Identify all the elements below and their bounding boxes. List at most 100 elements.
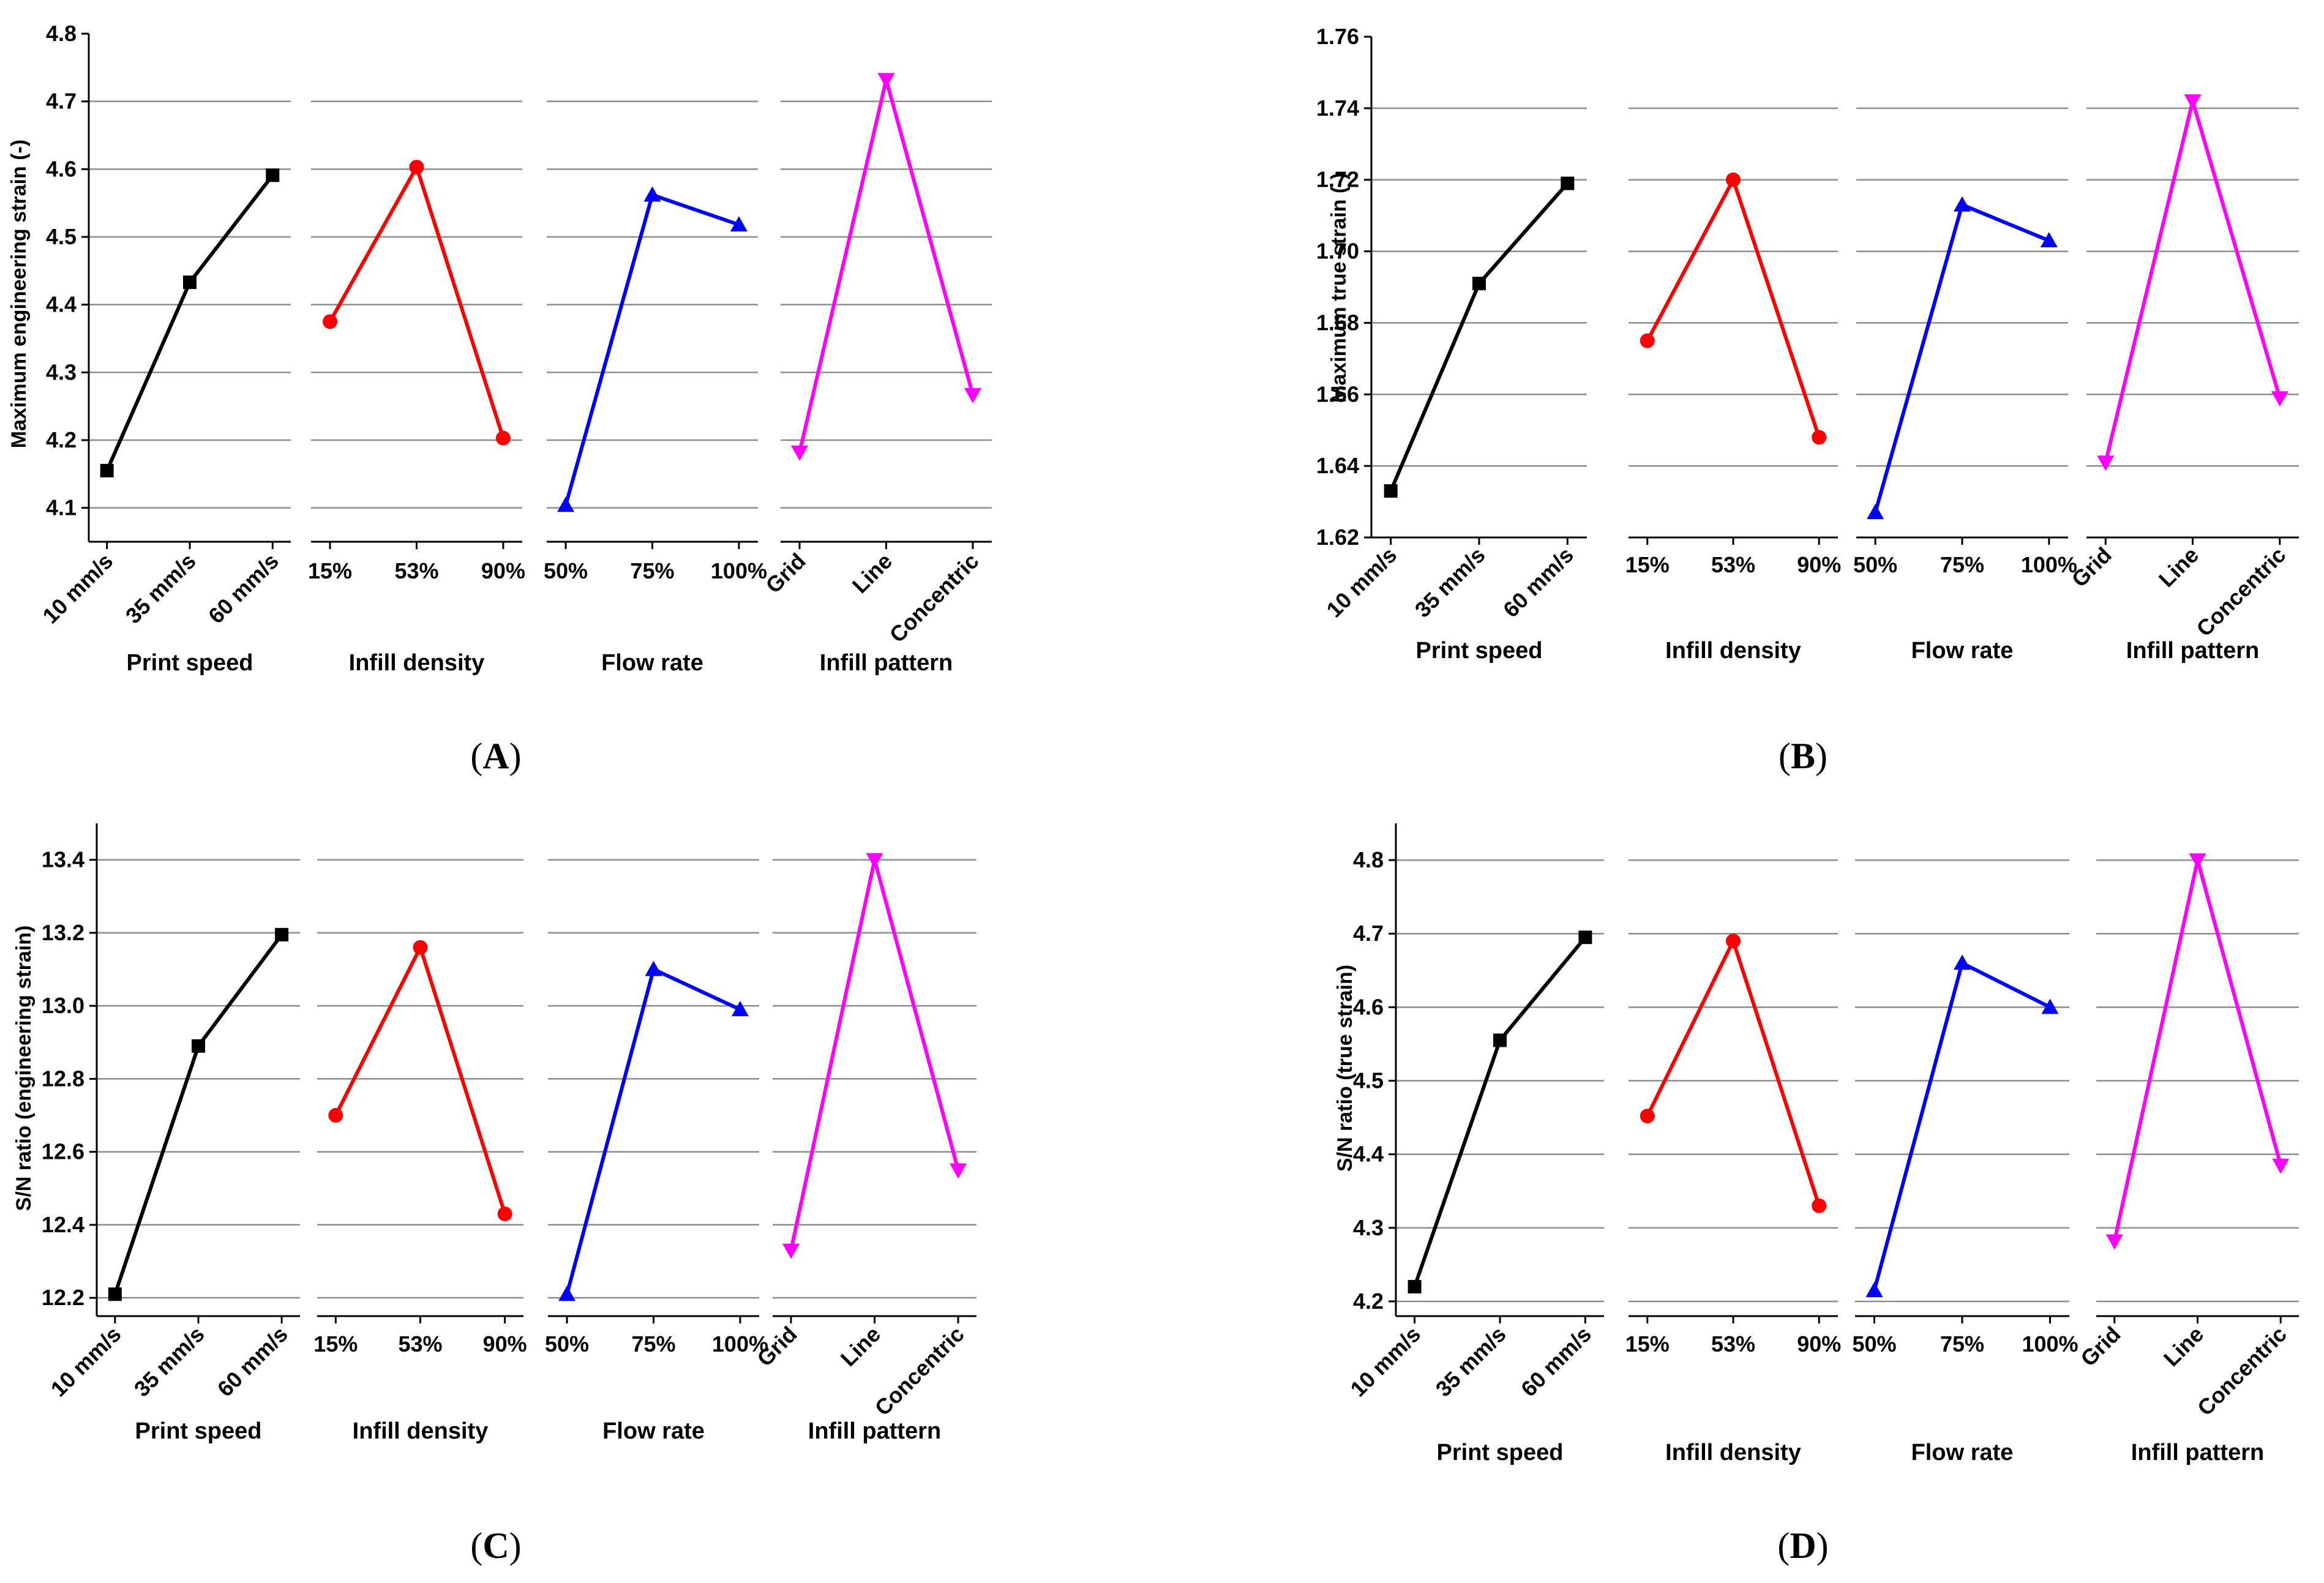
panel-d-print-speed-tick-label-10-mm-s: 10 mm/s <box>1345 1322 1425 1402</box>
panel-b-flow-rate-tick-label-75pct: 75% <box>1940 552 1984 577</box>
panel-c-y-tick-label: 13.4 <box>42 847 84 872</box>
panel-c-infill-density-point-53pct <box>413 940 428 955</box>
panel-a-print-speed-point-10-mm-s <box>100 463 114 477</box>
panel-b-y-tick-label: 1.74 <box>1316 95 1359 121</box>
panel-d-infill-pattern-tick-label-grid: Grid <box>2075 1322 2125 1371</box>
panel-a-infill-pattern-tick-label-grid: Grid <box>760 548 810 598</box>
panel-c-infill-pattern-point-concentric <box>950 1163 967 1179</box>
panel-c-infill-density-point-15pct <box>328 1108 343 1123</box>
panel-c-flow-rate-tick-label-50pct: 50% <box>545 1331 589 1357</box>
panel-d-y-axis-title: S/N ratio (true strain) <box>1333 965 1357 1172</box>
panel-a-infill-density-tick-label-90pct: 90% <box>481 558 525 583</box>
panel-b-y-tick-label: 1.72 <box>1316 167 1359 192</box>
panel-d-caption: (D) <box>1777 1525 1828 1566</box>
panel-b-y-tick-label: 1.62 <box>1316 525 1359 550</box>
panel-c-y-tick-label: 12.4 <box>42 1212 84 1237</box>
panel-d-infill-pattern-point-concentric <box>2272 1158 2290 1174</box>
panel-b-print-speed-point-35-mm-s <box>1472 277 1486 291</box>
panel-a-y-tick-label: 4.8 <box>46 21 77 46</box>
panel-a-print-speed-tick-label-10-mm-s: 10 mm/s <box>37 548 118 629</box>
panel-d-y-tick-label: 4.2 <box>1353 1289 1384 1314</box>
panel-a-infill-pattern-series-line <box>798 79 975 453</box>
panel-c-print-speed-tick-label-10-mm-s: 10 mm/s <box>46 1322 126 1402</box>
panel-d-infill-pattern-series-line <box>2112 859 2283 1242</box>
panel-b-infill-density-tick-label-90pct: 90% <box>1797 552 1841 577</box>
panel-b-infill-density-factor-label: Infill density <box>1665 638 1801 664</box>
panel-b-infill-density-point-15pct <box>1640 333 1655 348</box>
panel-c-infill-density-tick-label-15pct: 15% <box>313 1331 358 1357</box>
panel-c-print-speed-point-60-mm-s <box>275 927 289 941</box>
panel-c-infill-pattern-tick-label-grid: Grid <box>752 1322 801 1371</box>
panel-a-infill-pattern-point-line <box>877 73 895 89</box>
panel-a-flow-rate-tick-label-50pct: 50% <box>544 558 588 583</box>
panel-c-y-tick-label: 12.8 <box>42 1066 84 1091</box>
panel-c-print-speed-series-line <box>113 934 283 1295</box>
panel-c-print-speed-tick-label-60-mm-s: 60 mm/s <box>212 1322 293 1402</box>
panel-b-flow-rate-factor-label: Flow rate <box>1911 638 2014 664</box>
panel-b-infill-pattern-point-grid <box>2097 455 2115 471</box>
panel-c-infill-pattern-point-line <box>866 853 883 869</box>
panel-a-flow-rate-tick-label-100pct: 100% <box>711 558 767 583</box>
panel-d-infill-density-point-90pct <box>1812 1198 1827 1213</box>
panel-b-infill-pattern-series-line <box>2104 94 2282 463</box>
panel-a-flow-rate-point-100pct <box>730 216 748 232</box>
panel-d-flow-rate-point-100pct <box>2041 998 2059 1014</box>
panel-d-infill-density-tick-label-53pct: 53% <box>1711 1331 1755 1357</box>
panel-a-flow-rate-point-50pct <box>557 496 575 512</box>
panel-a-caption: (A) <box>470 736 521 776</box>
panel-b-caption: (B) <box>1779 736 1827 776</box>
panel-b-flow-rate-point-75pct <box>1954 196 1971 212</box>
panel-c-print-speed-point-35-mm-s <box>192 1039 205 1053</box>
panel-d-flow-rate-series-line <box>1872 960 2051 1291</box>
panel-d-chart: 4.2 4.3 4.4 4.5 4.6 4.7 4.8 S/N ratio (true str… <box>1333 823 2299 1566</box>
panel-a-print-speed-tick-label-60-mm-s: 60 mm/s <box>203 548 283 629</box>
panel-c-flow-rate-point-100pct <box>731 1001 749 1017</box>
panel-c-infill-density-tick-label-90pct: 90% <box>483 1331 527 1357</box>
panel-d-infill-pattern-tick-label-concentric: Concentric <box>2192 1322 2292 1421</box>
panel-b-y-axis-title: Maximum true strain (-) <box>1327 173 1351 403</box>
panel-c-infill-pattern-series-line <box>789 859 960 1251</box>
panel-a-y-tick-label: 4.6 <box>46 156 77 181</box>
panel-d-y-tick-label: 4.6 <box>1353 994 1384 1019</box>
panel-a-infill-density-point-53pct <box>409 160 424 175</box>
panel-c-infill-pattern-tick-label-concentric: Concentric <box>870 1322 969 1421</box>
panel-a-infill-pattern-tick-label-line: Line <box>847 548 897 598</box>
panel-a-print-speed-factor-label: Print speed <box>127 650 253 676</box>
panel-c-infill-density-factor-label: Infill density <box>353 1418 489 1444</box>
panel-a-infill-pattern-factor-label: Infill pattern <box>820 650 953 676</box>
panel-d-infill-pattern-factor-label: Infill pattern <box>2131 1440 2264 1465</box>
panel-a-flow-rate-point-75pct <box>643 186 661 202</box>
panel-c-flow-rate-tick-label-100pct: 100% <box>712 1331 768 1357</box>
panel-c-y-tick-label: 13.0 <box>42 993 84 1018</box>
panel-b-flow-rate-point-100pct <box>2040 232 2058 248</box>
panel-d-flow-rate-point-75pct <box>1954 954 1971 970</box>
panel-d-y-tick-label: 4.8 <box>1353 847 1384 872</box>
panel-d-y-tick-label: 4.5 <box>1353 1068 1384 1093</box>
panel-b-infill-density-point-53pct <box>1726 172 1741 187</box>
panel-a-y-tick-label: 4.7 <box>46 89 77 114</box>
panel-c-y-tick-label: 12.6 <box>42 1139 84 1164</box>
panel-b-y-tick-label: 1.64 <box>1316 453 1359 478</box>
panel-d-flow-rate-tick-label-75pct: 75% <box>1940 1331 1984 1357</box>
panel-b-print-speed-tick-label-10-mm-s: 10 mm/s <box>1321 542 1401 623</box>
panel-c-caption: (C) <box>470 1525 521 1566</box>
panel-c-print-speed-tick-label-35-mm-s: 35 mm/s <box>129 1322 209 1402</box>
panel-d-y-tick-label: 4.4 <box>1353 1142 1384 1167</box>
panel-d-infill-density-tick-label-90pct: 90% <box>1797 1331 1841 1357</box>
panel-c-flow-rate-tick-label-75pct: 75% <box>631 1331 675 1357</box>
panel-c-y-tick-label: 12.2 <box>42 1285 84 1310</box>
panel-c-y-axis-title: S/N ratio (engineering strain) <box>12 926 36 1211</box>
panel-b-print-speed-point-10-mm-s <box>1384 484 1398 498</box>
panel-b-flow-rate-point-50pct <box>1867 504 1884 520</box>
panel-c-infill-density-point-90pct <box>497 1207 512 1222</box>
panel-b-infill-pattern-point-line <box>2184 94 2202 110</box>
panel-b-print-speed-point-60-mm-s <box>1561 176 1575 190</box>
panel-d-infill-pattern-point-line <box>2189 853 2206 869</box>
panel-a-y-tick-label: 4.4 <box>46 292 77 317</box>
panel-a-infill-density-series-line <box>328 162 505 439</box>
panel-d-print-speed-point-35-mm-s <box>1493 1033 1507 1047</box>
panel-c-print-speed-point-10-mm-s <box>108 1287 122 1301</box>
panel-a-y-tick-label: 4.3 <box>46 359 77 384</box>
panel-b-infill-pattern-factor-label: Infill pattern <box>2126 638 2259 664</box>
panel-a-infill-density-point-15pct <box>323 314 338 329</box>
